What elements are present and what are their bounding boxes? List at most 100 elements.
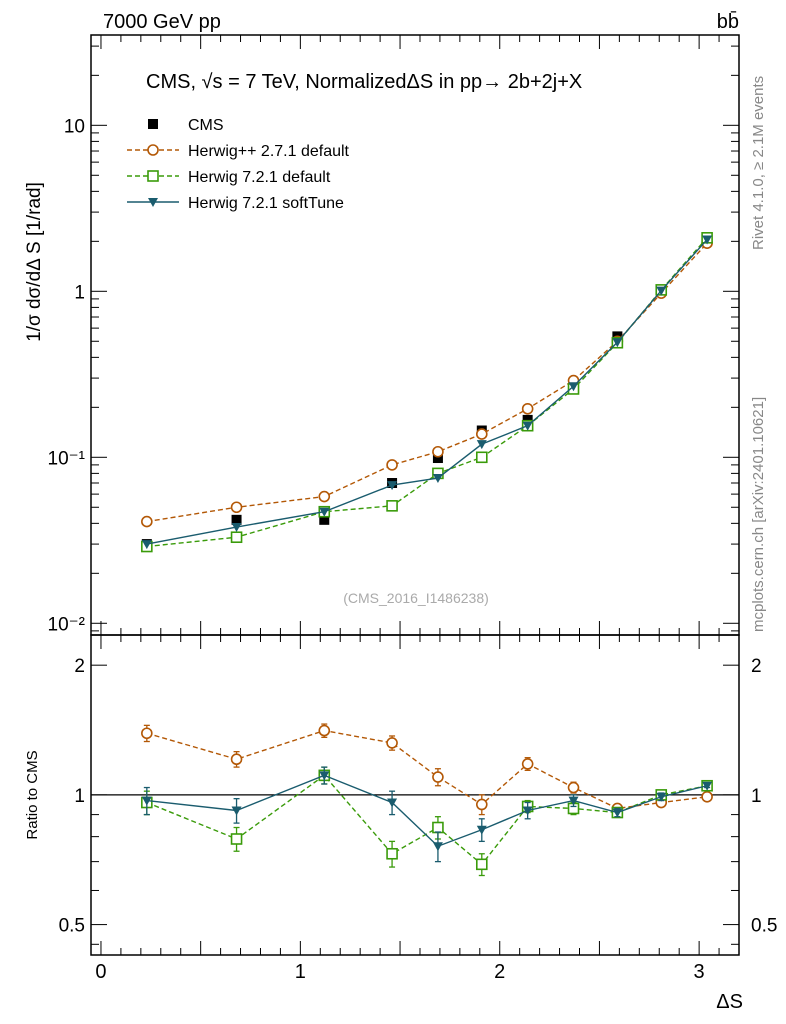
legend-item-herwig-2-7-1-default: Herwig++ 2.7.1 default: [127, 143, 350, 160]
data-point: [702, 781, 713, 791]
legend-marker: [147, 144, 159, 156]
data-point: [386, 500, 398, 512]
legend-label: Herwig 7.2.1 softTune: [188, 195, 344, 212]
data-point: [386, 459, 398, 471]
data-point: [231, 523, 242, 533]
side-label-bottom: mcplots.cern.ch [arXiv:2401.10621]: [750, 397, 767, 632]
y-tick-label: 10⁻¹: [48, 448, 86, 469]
data-point: [475, 798, 488, 811]
data-point: [318, 724, 331, 737]
data-point: [319, 507, 330, 517]
series-herwig-2-7-1-default: [141, 237, 713, 528]
data-point: [386, 737, 398, 749]
y-tick-label: 0.5: [59, 916, 85, 937]
data-point: [432, 821, 444, 834]
legend-label: CMS: [188, 117, 224, 134]
y-tick-label-right: 0.5: [751, 916, 777, 937]
data-point: [230, 833, 243, 845]
data-point: [319, 514, 330, 525]
x-tick-label: 0: [95, 961, 106, 983]
data-point: [432, 474, 443, 484]
main-y-axis-label: 1/σ dσ/dΔ S [1/rad]: [24, 182, 45, 342]
series-herwig-7-2-1-softtune: [141, 766, 713, 863]
data-point: [318, 490, 331, 503]
data-point: [141, 515, 153, 528]
ratio-series-group: [141, 723, 713, 877]
series-line: [146, 729, 708, 810]
ratio-y-axis-label: Ratio to CMS: [24, 750, 41, 839]
legend-item-herwig-7-2-1-default: Herwig 7.2.1 default: [127, 169, 331, 186]
data-point: [568, 796, 579, 806]
data-point: [476, 825, 487, 835]
data-point: [612, 338, 623, 348]
data-point: [230, 531, 243, 544]
main-panel: 10⁻² 10⁻¹ 1 10 CMS, √s = 7 TeV, NormalizedΔ…: [24, 34, 740, 636]
legend-marker: [148, 198, 158, 207]
y-tick-label: 10⁻²: [48, 614, 86, 635]
legend: CMS Herwig++ 2.7.1 default Herwig 7.2.1 de…: [127, 117, 350, 212]
process-label: bb̄: [717, 10, 739, 33]
data-point: [231, 514, 242, 525]
side-label-top: Rivet 4.1.0, ≥ 2.1M events: [750, 76, 767, 250]
data-point: [656, 792, 667, 802]
legend-label: Herwig 7.2.1 default: [188, 169, 331, 186]
data-point: [522, 414, 533, 425]
watermark: (CMS_2016_I1486238): [343, 590, 489, 606]
data-point: [432, 842, 443, 852]
legend-item-herwig-7-2-1-softtune: Herwig 7.2.1 softTune: [127, 195, 344, 212]
y-tick-label: 1: [74, 282, 85, 303]
legend-marker: [148, 119, 158, 129]
data-point: [432, 453, 443, 464]
y-tick-label: 1: [74, 786, 85, 807]
data-point: [475, 451, 488, 464]
data-point: [230, 753, 243, 766]
series-line: [146, 237, 708, 548]
data-point: [521, 402, 534, 415]
series-herwig-7-2-1-default: [141, 232, 713, 553]
series-cms: [141, 236, 713, 550]
y-tick-label: 2: [74, 656, 85, 677]
main-axis-ticks: [91, 35, 740, 635]
main-y-tick-labels: 10⁻² 10⁻¹ 1 10: [48, 116, 86, 635]
energy-label: 7000 GeV pp: [103, 11, 221, 33]
data-point: [522, 421, 533, 431]
series-herwig-2-7-1-default: [141, 723, 713, 816]
x-tick-label: 2: [494, 961, 505, 983]
main-series-group: [141, 232, 713, 553]
legend-label: Herwig++ 2.7.1 default: [188, 143, 350, 160]
data-point: [432, 445, 444, 458]
legend-item-cms: CMS: [148, 117, 224, 134]
data-point: [230, 501, 243, 514]
data-point: [319, 771, 330, 781]
x-tick-label: 1: [295, 961, 306, 983]
data-point: [387, 481, 398, 491]
data-point: [432, 771, 444, 783]
data-point: [475, 428, 488, 440]
series-herwig-7-2-1-default: [141, 766, 713, 877]
data-point: [656, 286, 667, 296]
data-point: [141, 727, 153, 740]
data-point: [702, 235, 713, 245]
x-axis-label: ΔS: [716, 991, 743, 1013]
legend-marker: [147, 170, 159, 182]
data-point: [567, 781, 580, 794]
data-point: [522, 806, 533, 816]
data-point: [231, 806, 242, 816]
ratio-y-tick-labels: 0.5 0.5 1 1 2 2: [59, 656, 778, 936]
y-tick-label-right: 2: [751, 656, 762, 677]
ratio-panel: 0.5 0.5 1 1 2 2 0 1 2 3 Ratio to CMS ΔS: [24, 634, 778, 1013]
data-point: [568, 382, 579, 392]
series-line: [146, 239, 708, 545]
data-point: [612, 808, 623, 818]
y-tick-label-right: 1: [751, 786, 762, 807]
main-title: CMS, √s = 7 TeV, NormalizedΔS in pp→ 2b+…: [146, 71, 582, 93]
data-point: [387, 798, 398, 808]
data-point: [141, 796, 152, 806]
series-line: [146, 774, 708, 866]
data-point: [701, 790, 713, 803]
series-herwig-7-2-1-softtune: [141, 235, 713, 550]
x-tick-label: 3: [694, 961, 705, 983]
data-point: [476, 440, 487, 450]
data-point: [386, 847, 398, 860]
